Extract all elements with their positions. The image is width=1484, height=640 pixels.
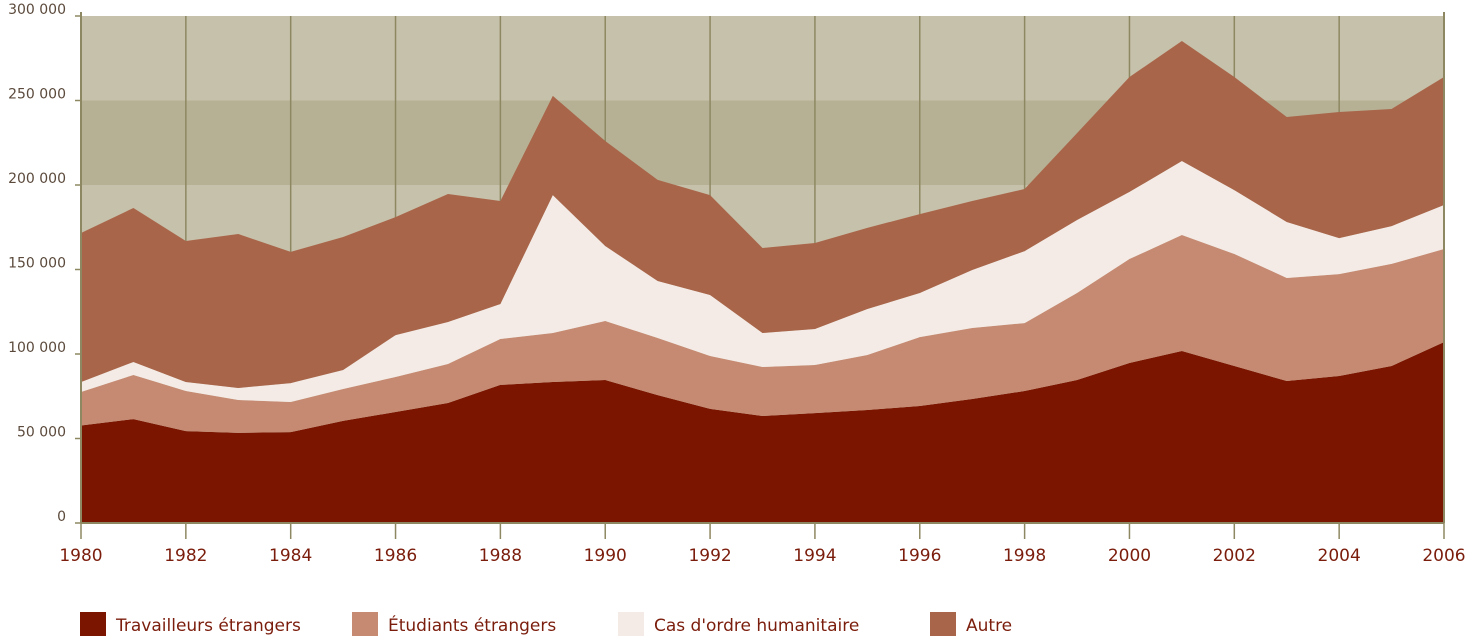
y-tick-label: 50 000 [17,425,66,441]
y-tick-label: 100 000 [8,340,66,356]
x-tick-label: 2004 [1318,546,1361,566]
y-tick-label: 0 [57,509,66,525]
x-tick-label: 1998 [1003,546,1046,566]
legend-swatch [352,612,378,636]
y-tick-label: 200 000 [8,171,66,187]
x-tick-label: 1994 [793,546,836,566]
x-tick-label: 1984 [269,546,312,566]
legend-swatch [80,612,106,636]
legend-label: Autre [966,616,1012,636]
x-tick-label: 1986 [374,546,417,566]
x-tick-label: 2006 [1422,546,1465,566]
x-tick-label: 1990 [584,546,627,566]
legend-label: Travailleurs étrangers [115,616,301,636]
area [81,41,1444,388]
y-tick-label: 300 000 [8,2,66,18]
y-tick-label: 150 000 [8,256,66,272]
legend-swatch [930,612,956,636]
area [81,235,1444,433]
x-tick-label: 2000 [1108,546,1151,566]
legend-label: Cas d'ordre humanitaire [654,616,859,636]
x-tick-label: 1988 [479,546,522,566]
x-tick-label: 1982 [164,546,207,566]
x-tick-label: 1996 [898,546,941,566]
x-tick-label: 2002 [1213,546,1256,566]
y-tick-label: 250 000 [8,87,66,103]
area [81,161,1444,402]
legend-swatch [618,612,644,636]
x-tick-label: 1980 [59,546,102,566]
area [81,342,1444,523]
x-tick-label: 1992 [688,546,731,566]
legend-label: Étudiants étrangers [388,614,556,636]
